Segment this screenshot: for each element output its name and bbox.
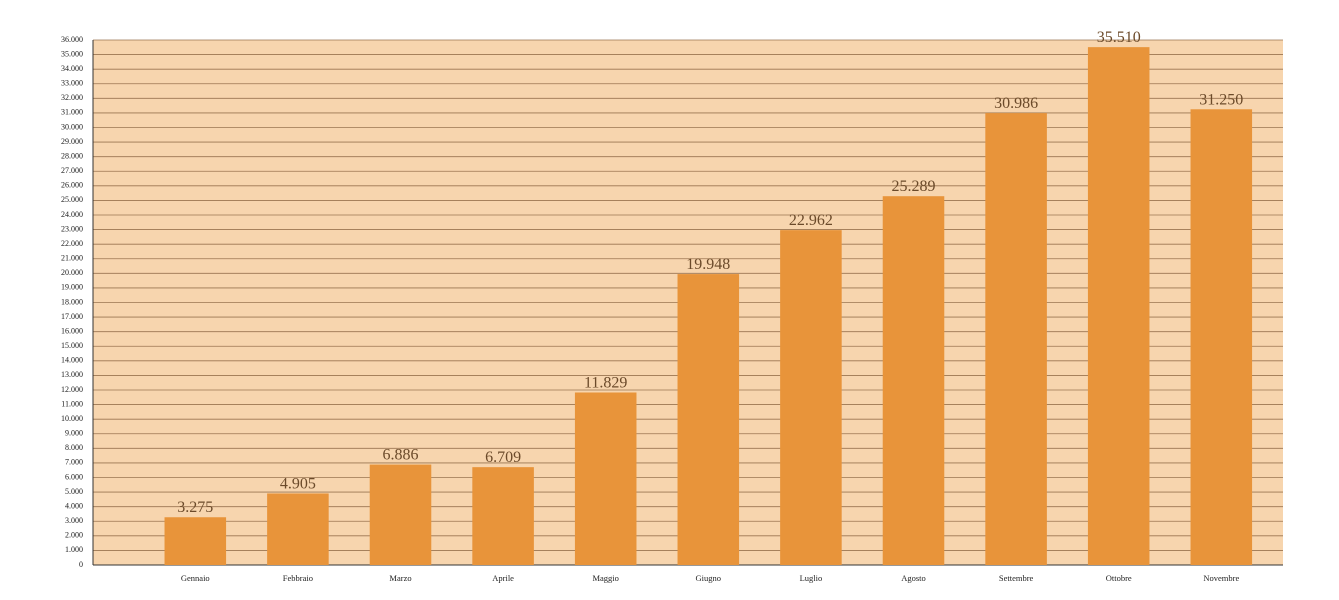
y-tick-label: 4.000 [65, 501, 83, 510]
value-label: 6.709 [485, 449, 521, 466]
y-tick-label: 9.000 [65, 429, 83, 438]
bar [1087, 47, 1150, 566]
y-tick-label: 3.000 [65, 516, 83, 525]
y-tick-label: 10.000 [61, 414, 83, 423]
y-tick-label: 18.000 [61, 297, 83, 306]
x-tick-label: Marzo [389, 573, 411, 583]
value-label: 19.948 [686, 256, 730, 273]
y-tick-label: 15.000 [61, 341, 83, 350]
x-tick-label: Gennaio [181, 573, 210, 583]
y-tick-label: 25.000 [61, 195, 83, 204]
y-tick-label: 28.000 [61, 151, 83, 160]
y-tick-label: 0 [79, 560, 83, 569]
y-tick-label: 21.000 [61, 254, 83, 263]
y-tick-label: 35.000 [61, 49, 83, 58]
bar [677, 274, 740, 565]
y-tick-label: 14.000 [61, 356, 83, 365]
y-tick-label: 30.000 [61, 122, 83, 131]
x-tick-label: Febbraio [283, 573, 313, 583]
x-tick-label: Aprile [492, 573, 514, 583]
y-tick-label: 20.000 [61, 268, 83, 277]
y-tick-label: 17.000 [61, 312, 83, 321]
x-tick-label: Ottobre [1106, 573, 1132, 583]
bar [1190, 109, 1253, 565]
value-label: 25.289 [892, 178, 936, 195]
bar [267, 493, 329, 565]
value-label: 11.829 [584, 374, 627, 391]
y-tick-label: 12.000 [61, 385, 83, 394]
y-tick-label: 13.000 [61, 370, 83, 379]
x-tick-label: Agosto [901, 573, 926, 583]
x-tick-label: Novembre [1203, 573, 1239, 583]
y-tick-label: 22.000 [61, 239, 83, 248]
y-tick-label: 6.000 [65, 472, 83, 481]
y-tick-label: 5.000 [65, 487, 83, 496]
value-label: 4.905 [280, 475, 316, 492]
y-tick-label: 7.000 [65, 458, 83, 467]
bar [882, 196, 945, 565]
y-tick-label: 19.000 [61, 283, 83, 292]
y-tick-label: 27.000 [61, 166, 83, 175]
x-tick-label: Giugno [696, 573, 722, 583]
x-tick-label: Luglio [800, 573, 823, 583]
bar [472, 467, 534, 565]
y-tick-label: 36.000 [61, 35, 83, 44]
value-label: 35.510 [1097, 29, 1141, 46]
x-tick-label: Maggio [592, 573, 618, 583]
y-tick-label: 16.000 [61, 326, 83, 335]
y-tick-label: 11.000 [61, 399, 83, 408]
bar [985, 113, 1047, 565]
y-tick-label: 24.000 [61, 210, 83, 219]
y-tick-label: 8.000 [65, 443, 83, 452]
y-tick-label: 34.000 [61, 64, 83, 73]
value-label: 31.250 [1199, 91, 1243, 108]
y-tick-label: 26.000 [61, 181, 83, 190]
bar [369, 464, 432, 565]
value-label: 3.275 [177, 499, 213, 516]
value-label: 22.962 [789, 212, 833, 229]
y-tick-label: 32.000 [61, 93, 83, 102]
y-tick-label: 23.000 [61, 224, 83, 233]
value-label: 6.886 [383, 447, 419, 464]
y-tick-label: 31.000 [61, 108, 83, 117]
bar [164, 517, 227, 565]
bar [780, 230, 842, 565]
bar [574, 392, 637, 565]
y-tick-label: 1.000 [65, 545, 83, 554]
y-tick-label: 2.000 [65, 531, 83, 540]
value-label: 30.986 [994, 95, 1038, 112]
x-tick-label: Settembre [999, 573, 1034, 583]
y-tick-label: 33.000 [61, 79, 83, 88]
y-tick-label: 29.000 [61, 137, 83, 146]
